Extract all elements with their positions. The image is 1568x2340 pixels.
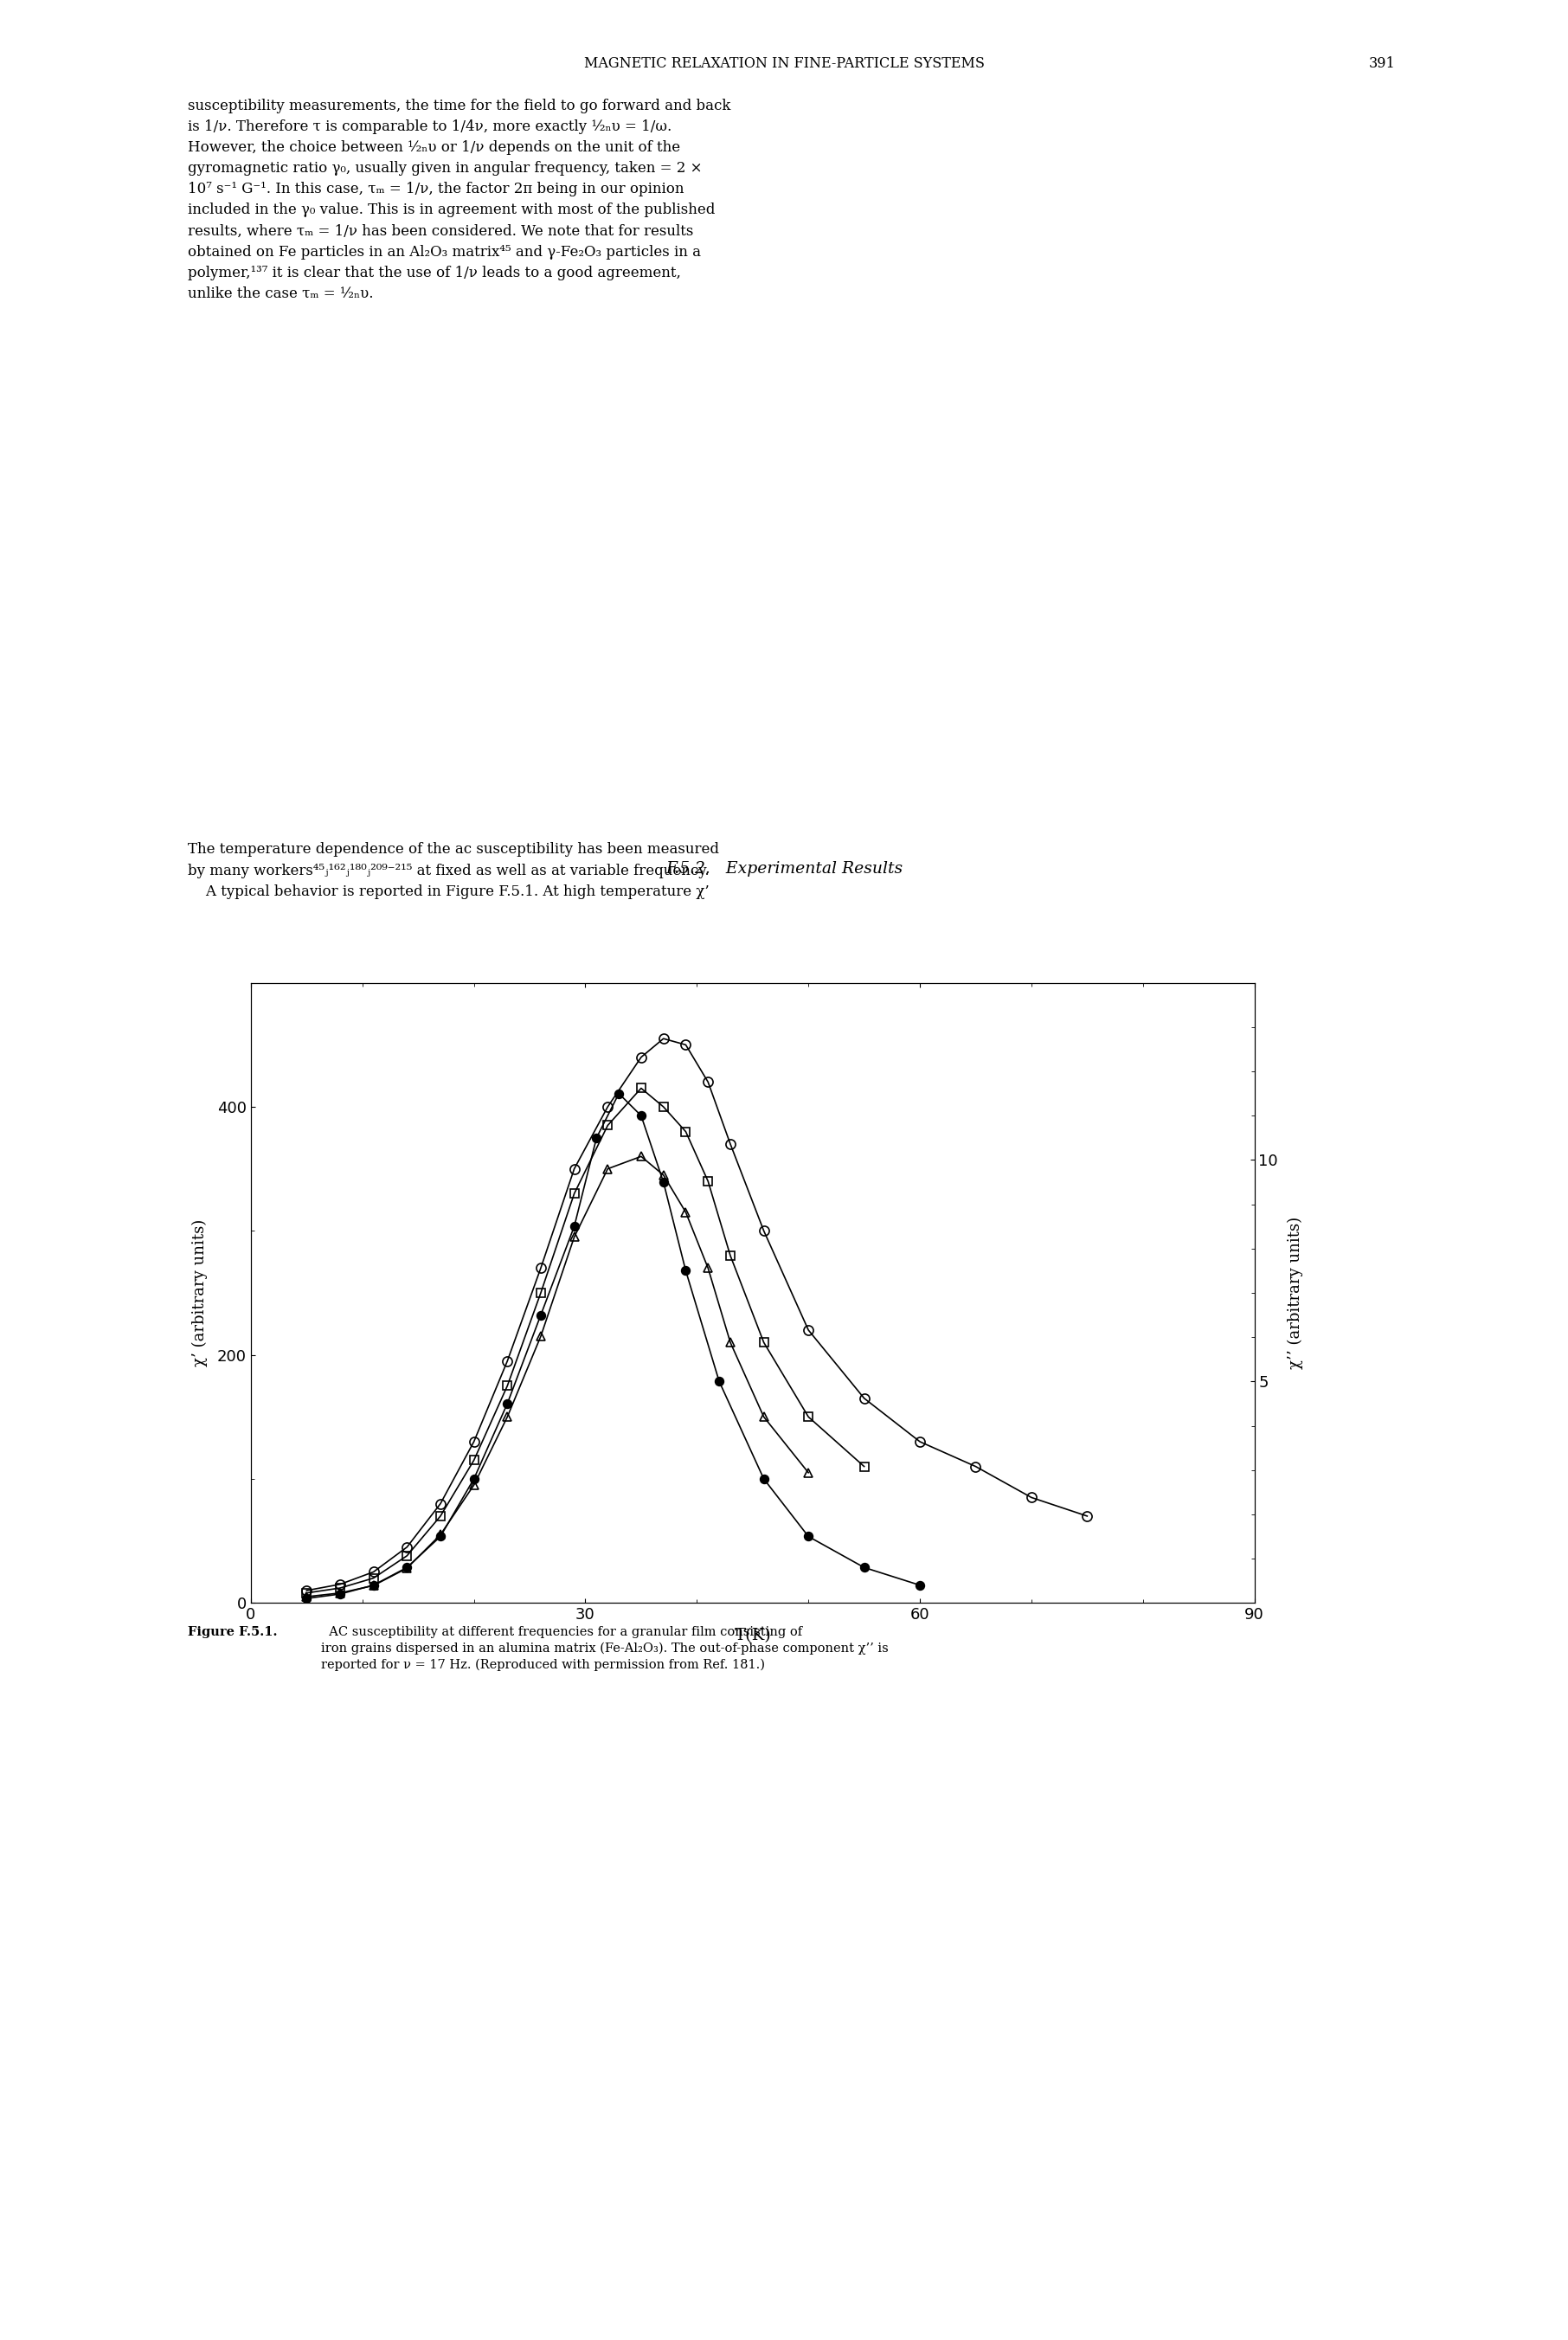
X-axis label: T(K): T(K) [734, 1629, 771, 1643]
Text: 391: 391 [1369, 56, 1396, 70]
Text: AC susceptibility at different frequencies for a granular film consisting of
iro: AC susceptibility at different frequenci… [321, 1626, 889, 1671]
Text: susceptibility measurements, the time for the field to go forward and back
is 1/: susceptibility measurements, the time fo… [188, 98, 731, 302]
Y-axis label: χ’ (arbitrary units): χ’ (arbitrary units) [191, 1219, 207, 1367]
Text: Figure F.5.1.: Figure F.5.1. [188, 1626, 278, 1638]
Text: F.5.2.   Experimental Results: F.5.2. Experimental Results [665, 861, 903, 878]
Y-axis label: χ’’ (arbitrary units): χ’’ (arbitrary units) [1287, 1217, 1303, 1369]
Text: The temperature dependence of the ac susceptibility has been measured
by many wo: The temperature dependence of the ac sus… [188, 842, 720, 899]
Text: MAGNETIC RELAXATION IN FINE-PARTICLE SYSTEMS: MAGNETIC RELAXATION IN FINE-PARTICLE SYS… [583, 56, 985, 70]
